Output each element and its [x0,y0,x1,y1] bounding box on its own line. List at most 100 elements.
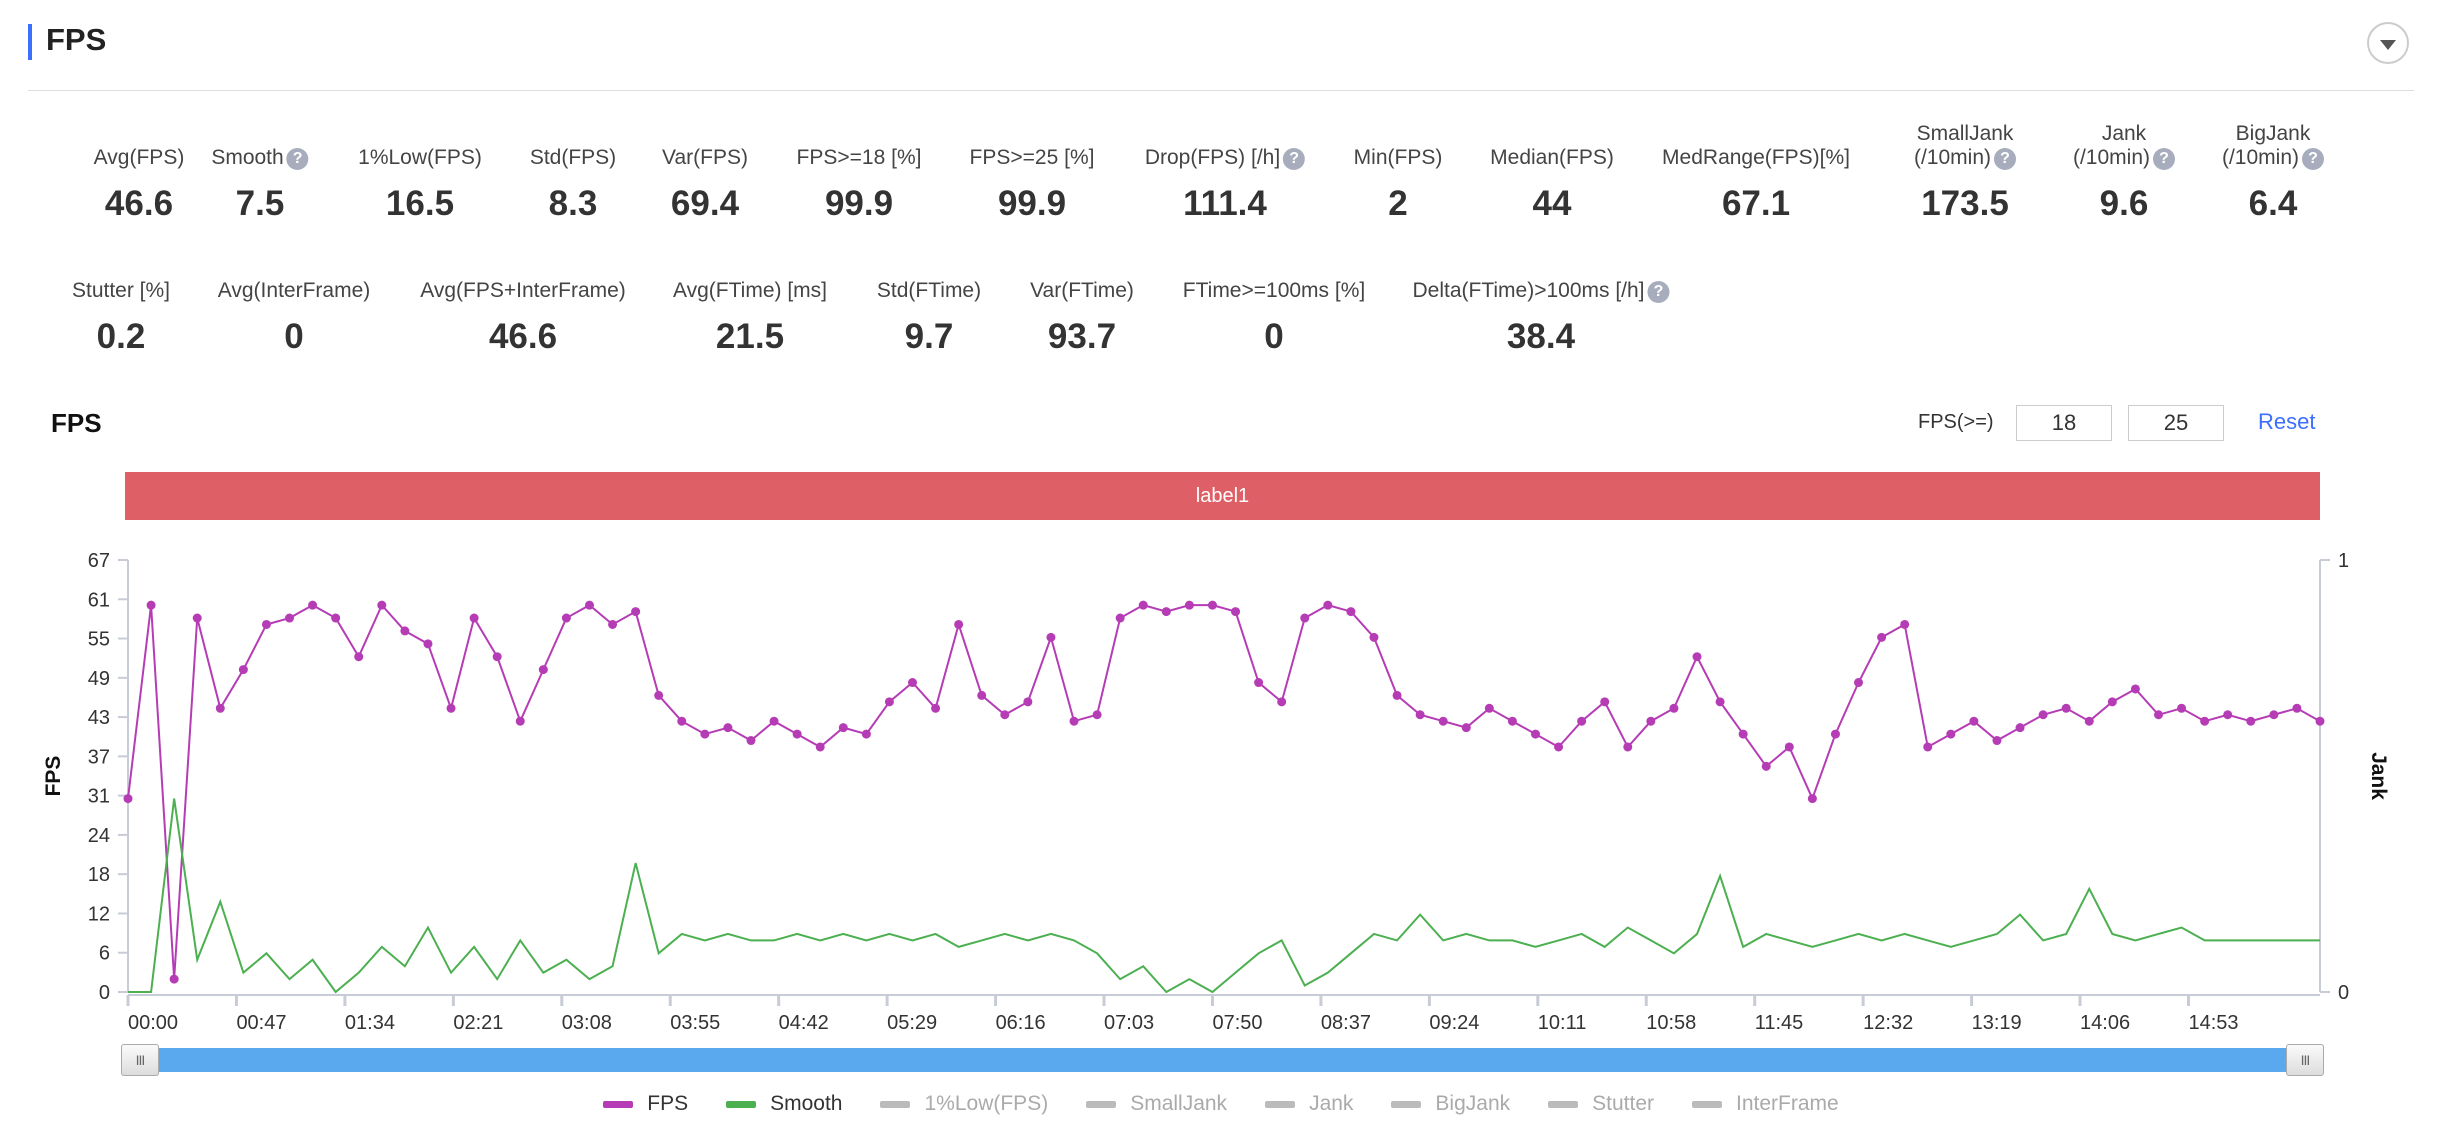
legend-item-smooth[interactable]: Smooth [726,1092,842,1116]
help-icon[interactable]: ? [2302,148,2325,170]
x-tick-label: 13:19 [1972,1012,2022,1034]
stat-avg-fps: Avg(FPS) 46.6 [94,146,185,224]
stat-label-unit: (/10min)? [2073,146,2176,170]
stat-label-wrap: FTime>=100ms [%] [1183,279,1365,303]
zoom-slider[interactable]: III III [121,1044,2324,1076]
help-icon[interactable]: ? [1994,148,2017,170]
series-point-fps [1161,607,1171,617]
legend-label: Stutter [1592,1092,1655,1115]
help-icon[interactable]: ? [1647,281,1670,303]
reset-button[interactable]: Reset [2258,409,2316,434]
legend-item-jank[interactable]: Jank [1265,1092,1353,1116]
label-band-text: label1 [1195,484,1250,507]
x-tick-label: 05:29 [887,1012,937,1034]
help-icon[interactable]: ? [286,148,309,170]
stat-label-wrap: Min(FPS) [1354,146,1443,170]
help-icon[interactable]: ? [1283,148,1306,170]
series-point-fps [1761,761,1771,771]
legend-item-fps[interactable]: FPS [603,1092,688,1116]
series-point-fps [746,736,756,746]
series-point-fps [1323,600,1333,610]
stat-label: Jank [2101,122,2147,145]
stat-label-wrap: Std(FPS) [530,146,616,170]
series-point-fps [1577,716,1587,726]
stat-label: Var(FTime) [1030,279,1134,302]
x-tick-label: 14:06 [2080,1012,2130,1034]
help-icon[interactable]: ? [2153,148,2176,170]
stat-label: MedRange(FPS)[%] [1662,146,1850,169]
fps-threshold-2-input[interactable] [2128,405,2224,441]
stat-value: 0 [1264,317,1284,356]
series-point-fps [1138,600,1148,610]
legend-item-1-low-fps-[interactable]: 1%Low(FPS) [880,1092,1048,1116]
series-line-fps [127,603,2321,980]
series-point-fps [1415,710,1425,720]
series-point-fps [1207,600,1217,610]
legend-swatch-icon [880,1100,911,1108]
stat-value: 111.4 [1183,184,1267,223]
series-point-fps [1484,703,1494,713]
legend-item-interframe[interactable]: InterFrame [1692,1092,1839,1116]
y2-tick-label: 0 [2338,982,2349,1004]
stat-label-wrap: MedRange(FPS)[%] [1662,146,1850,170]
series-point-fps [423,639,433,649]
chart-title: FPS [51,408,102,438]
legend-item-bigjank[interactable]: BigJank [1391,1092,1510,1116]
slider-range[interactable] [125,1048,2320,1072]
series-point-fps [400,626,410,636]
slider-handle-right[interactable]: III [2286,1044,2324,1076]
stat-label-wrap: Delta(FTime)>100ms [/h]? [1412,279,1670,303]
x-tick-label: 01:34 [345,1012,395,1034]
legend-label: 1%Low(FPS) [924,1092,1049,1115]
y-tick-label: 24 [88,825,110,847]
x-tick-label: 00:47 [236,1012,286,1034]
stat-value: 44 [1532,184,1572,223]
stat-bigjank: BigJank (/10min)? 6.4 [2222,122,2325,224]
legend-item-stutter[interactable]: Stutter [1548,1092,1654,1116]
series-point-fps [2246,716,2256,726]
series-point-fps [1969,716,1979,726]
stat-label: 1%Low(FPS) [358,146,482,169]
series-point-fps [815,742,825,752]
stat-avg-interframe: Avg(InterFrame) 0 [218,279,371,357]
slider-handle-left[interactable]: III [121,1044,159,1076]
stat-value: 38.4 [1506,317,1576,356]
stat-label: Avg(FPS+InterFrame) [420,279,626,302]
x-tick-label: 04:42 [779,1012,829,1034]
stat-label: Avg(FTime) [ms] [672,279,828,302]
stat-label-wrap: Var(FPS) [662,146,748,170]
stat-label-unit-text: (/10min) [1913,146,1992,169]
series-point-fps [1300,613,1310,623]
series-point-fps [1507,716,1517,726]
series-point-fps [584,600,594,610]
x-tick-label: 02:21 [453,1012,503,1034]
legend-swatch-icon [1086,1100,1117,1108]
stat-std-fps: Std(FPS) 8.3 [530,146,616,224]
legend-label: InterFrame [1736,1092,1839,1115]
series-point-fps [677,716,687,726]
stat-value: 0.2 [96,317,146,356]
fps-threshold-1-input[interactable] [2016,405,2112,441]
label-band[interactable]: label1 [125,472,2320,520]
legend-swatch-icon [1548,1100,1579,1108]
series-point-fps [169,974,179,984]
collapse-dropdown-button[interactable] [2367,22,2409,64]
stat-label-unit: (/10min)? [2222,146,2325,170]
series-point-fps [1646,716,1656,726]
stat-label: Median(FPS) [1490,146,1614,169]
stat-label: Std(FTime) [876,279,982,302]
stat-1-low-fps: 1%Low(FPS) 16.5 [358,146,482,224]
stat-value: 46.6 [104,184,174,223]
stat-fps-18: FPS>=18 [%] 99.9 [797,146,922,224]
y2-axis-title: Jank [2367,752,2390,800]
stat-value: 0 [284,317,304,356]
stat-value: 93.7 [1047,317,1117,356]
series-point-fps [561,613,571,623]
y-tick-label: 43 [88,707,110,729]
legend-item-smalljank[interactable]: SmallJank [1086,1092,1227,1116]
series-point-fps [1346,607,1356,617]
caret-down-icon [2380,40,2396,50]
y-tick-label: 6 [99,943,110,965]
legend-label: FPS [647,1092,689,1115]
